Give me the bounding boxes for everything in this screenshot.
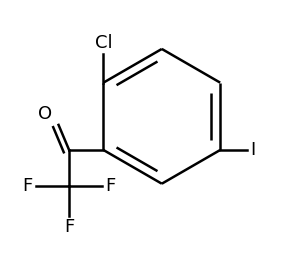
Text: F: F — [64, 218, 74, 236]
Text: F: F — [23, 177, 33, 195]
Text: O: O — [38, 105, 52, 123]
Text: Cl: Cl — [95, 34, 112, 52]
Text: I: I — [250, 141, 255, 159]
Text: F: F — [105, 177, 116, 195]
